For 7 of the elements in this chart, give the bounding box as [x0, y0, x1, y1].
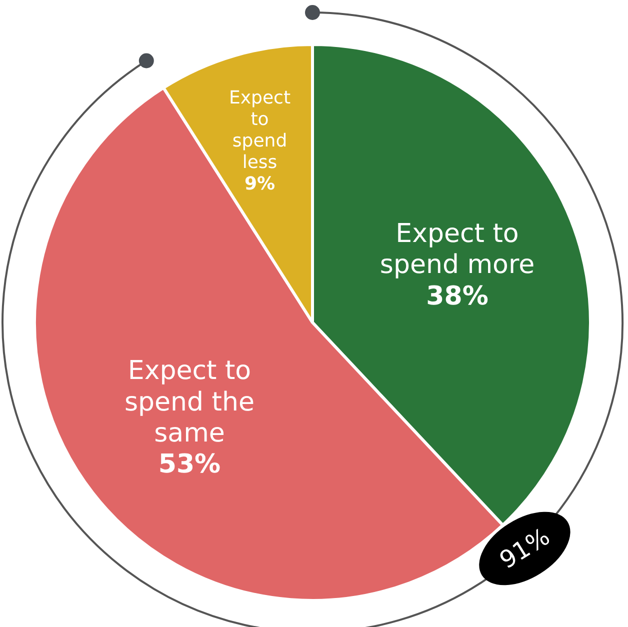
data-label: 38%	[426, 281, 488, 312]
slice-label: Expect to spend the same	[124, 356, 254, 449]
data-label: 53%	[158, 450, 221, 480]
text: 91%	[494, 522, 555, 574]
data-label: 9%	[244, 174, 276, 195]
slice-label: Expect to spend more	[380, 218, 535, 280]
slice-label: Expect to spend less	[229, 87, 291, 174]
